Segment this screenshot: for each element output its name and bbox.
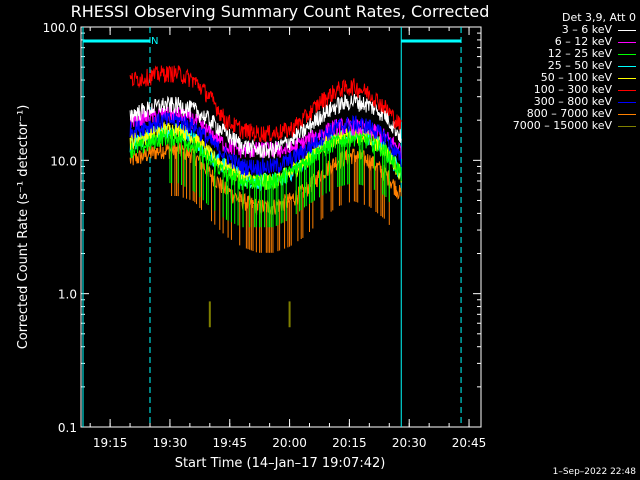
- legend-entry: 100 – 300 keV: [480, 84, 636, 96]
- legend-entry: 7000 – 15000 keV: [480, 120, 636, 132]
- chart-title: RHESSI Observing Summary Count Rates, Co…: [70, 2, 490, 21]
- legend-swatch: [618, 101, 636, 103]
- legend-swatch: [618, 29, 636, 31]
- series-line: [129, 128, 402, 191]
- legend-label: 300 – 800 keV: [533, 95, 612, 108]
- series-marks: [82, 27, 462, 427]
- legend-label: 50 – 100 keV: [540, 71, 612, 84]
- legend-swatch: [618, 89, 636, 91]
- x-tick-label: 19:30: [153, 436, 188, 450]
- legend-header-text: Det 3,9, Att 0: [562, 11, 636, 24]
- legend-entry: 800 – 7000 keV: [480, 108, 636, 120]
- legend-swatch: [618, 77, 636, 79]
- legend-header: Det 3,9, Att 0: [480, 12, 636, 24]
- legend-entry: 6 – 12 keV: [480, 36, 636, 48]
- x-tick-label: 20:15: [332, 436, 367, 450]
- x-tick-label: 20:00: [272, 436, 307, 450]
- y-axis-label: Corrected Count Rate (s⁻¹ detector⁻¹): [16, 105, 31, 350]
- series-line: [129, 112, 402, 178]
- legend-swatch: [618, 113, 636, 115]
- legend-swatch: [618, 125, 636, 127]
- legend-entry: 300 – 800 keV: [480, 96, 636, 108]
- legend-label: 25 – 50 keV: [547, 59, 612, 72]
- tick-labels: 0.1 1.0 10.0 100.0 19:15 19:30 19:45 20:00 20:15…: [43, 21, 487, 450]
- plot-frame: [80, 26, 482, 428]
- legend-entry: 25 – 50 keV: [480, 60, 636, 72]
- x-tick-label: 20:30: [392, 436, 427, 450]
- series-line: [129, 94, 402, 159]
- legend: Det 3,9, Att 0 3 – 6 keV 6 – 12 keV 12 – 2…: [480, 12, 636, 132]
- legend-entry: 12 – 25 keV: [480, 48, 636, 60]
- legend-label: 12 – 25 keV: [547, 47, 612, 60]
- legend-label: 800 – 7000 keV: [526, 107, 612, 120]
- legend-entry: 50 – 100 keV: [480, 72, 636, 84]
- y-tick-label: 100.0: [43, 21, 77, 35]
- axes: [80, 26, 482, 428]
- x-tick-label: 19:45: [212, 436, 247, 450]
- series-line: [129, 65, 402, 143]
- x-axis-label: Start Time (14–Jan–17 19:07:42): [175, 456, 386, 471]
- legend-label: 6 – 12 keV: [554, 35, 612, 48]
- y-tick-label: 10.0: [50, 154, 77, 168]
- x-tick-label: 20:45: [452, 436, 487, 450]
- legend-swatch: [618, 41, 636, 43]
- night-label: N: [151, 36, 158, 47]
- legend-label: 100 – 300 keV: [533, 83, 612, 96]
- footer-date: 1–Sep–2022 22:48: [552, 467, 636, 477]
- y-tick-label: 0.1: [58, 421, 77, 435]
- x-tick-label: 19:15: [93, 436, 128, 450]
- series-line: [129, 142, 402, 216]
- legend-entry: 3 – 6 keV: [480, 24, 636, 36]
- legend-label: 7000 – 15000 keV: [512, 119, 612, 132]
- legend-label: 3 – 6 keV: [561, 23, 612, 36]
- legend-swatch: [618, 53, 636, 55]
- y-tick-label: 1.0: [58, 288, 77, 302]
- legend-swatch: [618, 65, 636, 67]
